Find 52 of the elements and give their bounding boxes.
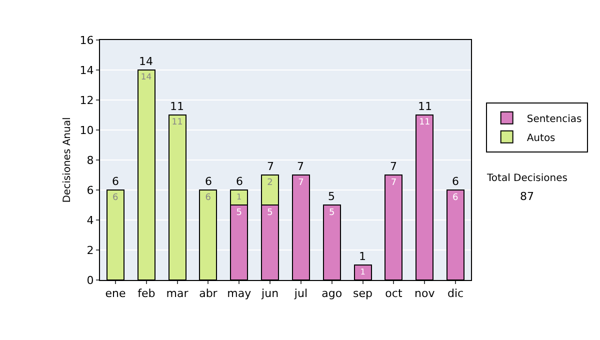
- total-label: 7: [267, 160, 274, 173]
- x-tick-label: oct: [385, 287, 403, 300]
- x-tick-label: feb: [138, 287, 156, 300]
- y-tick-label: 6: [86, 184, 94, 197]
- y-tick-label: 2: [86, 244, 94, 257]
- data-label: 7: [298, 178, 304, 188]
- y-tick-label: 10: [80, 124, 94, 137]
- y-tick-label: 8: [86, 154, 94, 167]
- x-tick-label: ago: [322, 287, 342, 300]
- data-label: 5: [267, 208, 273, 218]
- total-label: 6: [112, 175, 119, 188]
- x-tick-label: nov: [414, 287, 436, 300]
- y-tick-label: 14: [80, 64, 94, 77]
- total-label: 11: [170, 100, 184, 113]
- data-label: 6: [205, 193, 212, 203]
- data-label: 1: [360, 266, 366, 276]
- total-label: 7: [390, 160, 397, 173]
- total-label: 7: [297, 160, 304, 173]
- y-tick-label: 4: [86, 214, 94, 227]
- text: Total Decisiones: [486, 173, 568, 184]
- data-label: 7: [390, 178, 397, 188]
- data-label: 11: [419, 118, 430, 128]
- total-label: 5: [328, 190, 335, 203]
- x-tick-label: may: [227, 287, 252, 300]
- y-tick-label: 12: [80, 94, 94, 107]
- data-label: 6: [112, 193, 118, 203]
- data-label: 11: [172, 118, 183, 128]
- total-label: 14: [139, 55, 153, 68]
- y-tick-label: 0: [86, 274, 94, 287]
- text: 87: [520, 190, 534, 203]
- total-label: 6: [452, 175, 459, 188]
- y-axis-title: Decisiones Anual: [62, 117, 73, 203]
- legend-label: Sentencias: [526, 114, 582, 125]
- legend-label: Autos: [526, 132, 556, 144]
- data-label: 5: [236, 208, 242, 218]
- total-label: 1: [359, 250, 366, 263]
- x-tick-label: ene: [105, 287, 126, 300]
- x-tick-label: dic: [447, 287, 464, 300]
- x-tick-label: jun: [260, 287, 279, 300]
- y-tick-label: 16: [80, 34, 94, 47]
- data-label: 5: [329, 208, 335, 218]
- data-label: 14: [140, 72, 152, 82]
- data-label: 1: [236, 191, 242, 202]
- total-label: 11: [418, 100, 432, 113]
- x-tick-label: abr: [199, 287, 218, 300]
- x-tick-label: mar: [166, 287, 189, 300]
- x-tick-label: sep: [353, 287, 373, 300]
- data-label: 2: [267, 178, 273, 188]
- x-tick-label: jul: [293, 287, 308, 300]
- total-label: 6: [236, 175, 243, 188]
- data-label: 6: [452, 193, 459, 203]
- total-label: 6: [205, 175, 212, 188]
